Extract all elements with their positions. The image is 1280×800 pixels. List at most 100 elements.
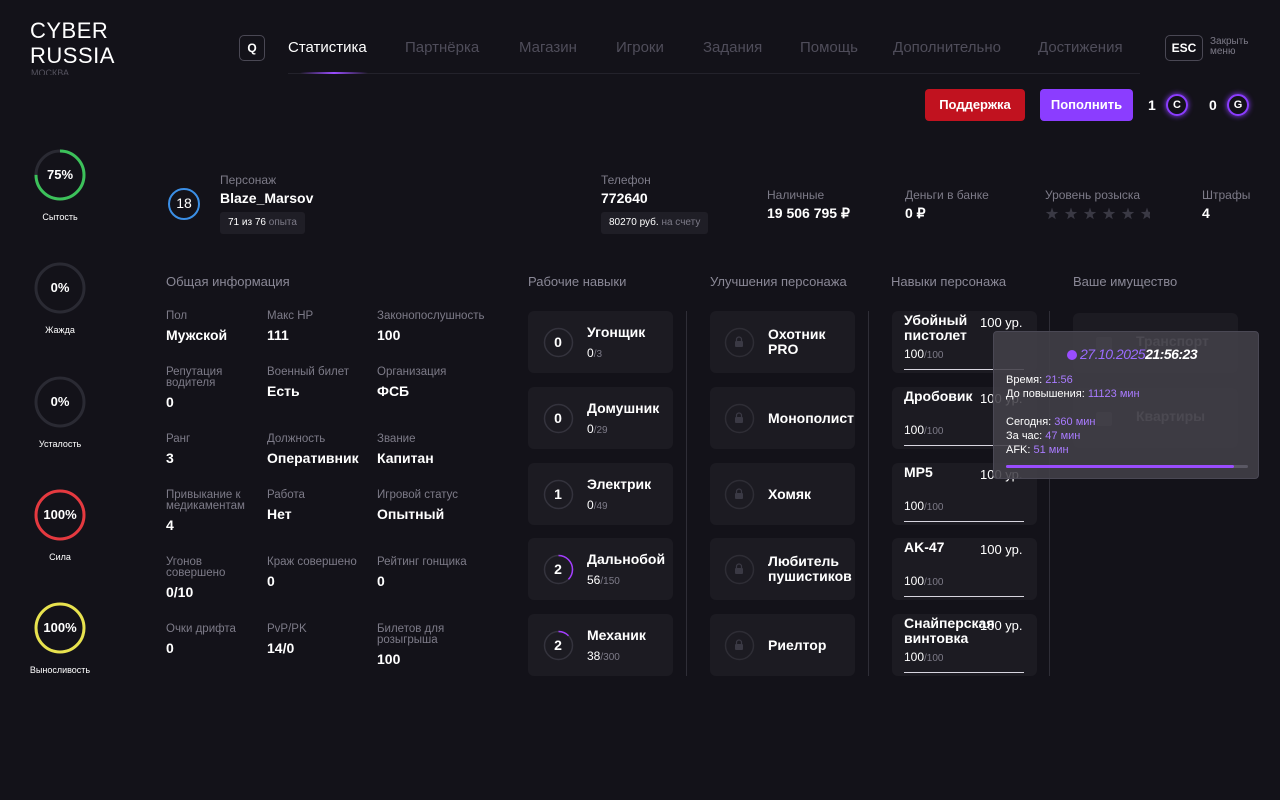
- info-label: Ранг: [166, 433, 191, 445]
- section-title: Навыки персонажа: [891, 274, 1007, 289]
- info-cell: Военный билет Есть: [267, 366, 367, 399]
- info-value: 111: [267, 327, 289, 343]
- section-title: Улучшения персонажа: [710, 274, 847, 289]
- progress-value: 56: [587, 573, 601, 587]
- nav-tab[interactable]: Статистика: [288, 39, 367, 56]
- star: [1140, 207, 1150, 220]
- need-name: Сытость: [42, 212, 78, 222]
- skill-level: 1: [554, 486, 562, 502]
- skill-name: Электрик: [587, 476, 652, 492]
- info-value: Капитан: [377, 450, 434, 466]
- playtime-time: 21:56:23: [1145, 346, 1198, 362]
- icon: [735, 639, 743, 650]
- nav-tab[interactable]: Игроки: [616, 39, 664, 56]
- currency-amount: 1: [1148, 97, 1156, 113]
- skill-level: 2: [554, 637, 562, 653]
- upgrade-name: Хомяк: [768, 485, 812, 502]
- info-cell: Работа Нет: [267, 489, 367, 522]
- nav-tab[interactable]: Дополнительно: [893, 39, 1001, 56]
- info-label: Пол: [166, 310, 188, 322]
- skill-name: Угонщик: [587, 324, 646, 340]
- info-label: Макс HP: [267, 310, 314, 322]
- info-value: 100: [377, 651, 401, 667]
- work-skill-card: 2 Механик 38/300: [528, 614, 673, 676]
- ring-progress: [543, 554, 573, 584]
- work-skill-card: 0 Домушник 0/29: [528, 387, 673, 449]
- need-value: 100%: [43, 620, 77, 636]
- info-label: Репутация водителя: [166, 366, 223, 389]
- weapon-name: Снайперская винтовка: [904, 615, 995, 646]
- progress-value: 38: [587, 649, 601, 663]
- lock-shackle: [735, 412, 743, 417]
- icon: [34, 262, 86, 314]
- info-cell: Организация ФСБ: [377, 366, 502, 399]
- weapon-progress: 100/100: [904, 650, 944, 664]
- character-name: Blaze_Marsov: [220, 190, 314, 206]
- ring-progress: [34, 602, 86, 654]
- info-label: Очки дрифта: [166, 623, 236, 635]
- lock-body: [735, 568, 743, 574]
- weapon-bar: [904, 521, 1024, 522]
- ring-track: [724, 554, 754, 584]
- icon: [724, 554, 754, 584]
- playtime-label: За час:: [1006, 430, 1043, 442]
- skill-progress: 0/49: [587, 498, 608, 512]
- icon: [724, 327, 754, 357]
- info-cell: Ранг 3: [166, 433, 248, 466]
- weapon-name: AK-47: [904, 539, 945, 555]
- playtime-label: Сегодня:: [1006, 416, 1052, 428]
- progress-value: 100: [904, 423, 925, 437]
- need-value: 100%: [43, 506, 77, 522]
- label: Персонаж: [220, 173, 277, 187]
- playtime-row: Время: 21:56: [1006, 374, 1073, 386]
- progress-value: 0: [587, 346, 594, 360]
- work-skill-card: 2 Дальнобой 56/150: [528, 538, 673, 600]
- icon: [34, 489, 86, 541]
- nav-tab[interactable]: Задания: [703, 39, 763, 56]
- label: Уровень розыска: [1045, 188, 1141, 202]
- topup-button[interactable]: Пополнить: [1040, 89, 1133, 121]
- pill-value: 80270 руб.: [609, 217, 659, 228]
- upgrade-card: Охотник PRO: [710, 311, 855, 373]
- weapon-bar: [904, 672, 1024, 673]
- icon: [34, 376, 86, 428]
- info-value: 0: [377, 573, 385, 589]
- icon: [724, 403, 754, 433]
- playtime-label: До повышения:: [1006, 388, 1085, 400]
- playtime-value: 21:56: [1045, 374, 1073, 386]
- nav-tab[interactable]: Достижения: [1038, 39, 1123, 56]
- pill-unit: опыта: [268, 217, 297, 228]
- support-button[interactable]: Поддержка: [925, 89, 1025, 121]
- ring-track: [34, 262, 86, 314]
- work-skill-card: 0 Угонщик 0/3: [528, 311, 673, 373]
- nav-tab[interactable]: Магазин: [519, 39, 577, 56]
- icon: [735, 488, 743, 499]
- weapon-bar: [904, 369, 1024, 370]
- info-value: Мужской: [166, 327, 228, 343]
- upgrade-card: Любитель пушистиков: [710, 538, 855, 600]
- skill-name: Домушник: [587, 400, 660, 416]
- nav-tab[interactable]: Помощь: [800, 39, 858, 56]
- currency-icon: C: [1166, 94, 1188, 116]
- progress-value: 0: [587, 422, 594, 436]
- need-name: Выносливость: [29, 665, 91, 676]
- label: Штрафы: [1202, 188, 1251, 202]
- ring-track: [543, 327, 573, 357]
- star: [1045, 207, 1059, 220]
- esc-button[interactable]: ESC: [1165, 35, 1203, 61]
- logo-city: МОСКВА: [31, 68, 69, 75]
- progress-max: /3: [593, 349, 603, 360]
- icon: [543, 554, 573, 584]
- info-cell: Игровой статус Опытный: [377, 489, 502, 522]
- label: Наличные: [767, 188, 825, 202]
- icon: [724, 630, 754, 660]
- skill-progress: 56/150: [587, 573, 620, 587]
- need-name: Усталость: [38, 438, 82, 449]
- info-cell: Привыкание к медикаментам 4: [166, 489, 248, 533]
- progress-max: /100: [924, 577, 944, 588]
- skill-name: Дальнобой: [587, 551, 666, 567]
- icon: [735, 336, 743, 347]
- nav-tab[interactable]: Партнёрка: [405, 39, 480, 56]
- progress-max: /300: [600, 652, 620, 663]
- search-button[interactable]: Q: [239, 35, 265, 61]
